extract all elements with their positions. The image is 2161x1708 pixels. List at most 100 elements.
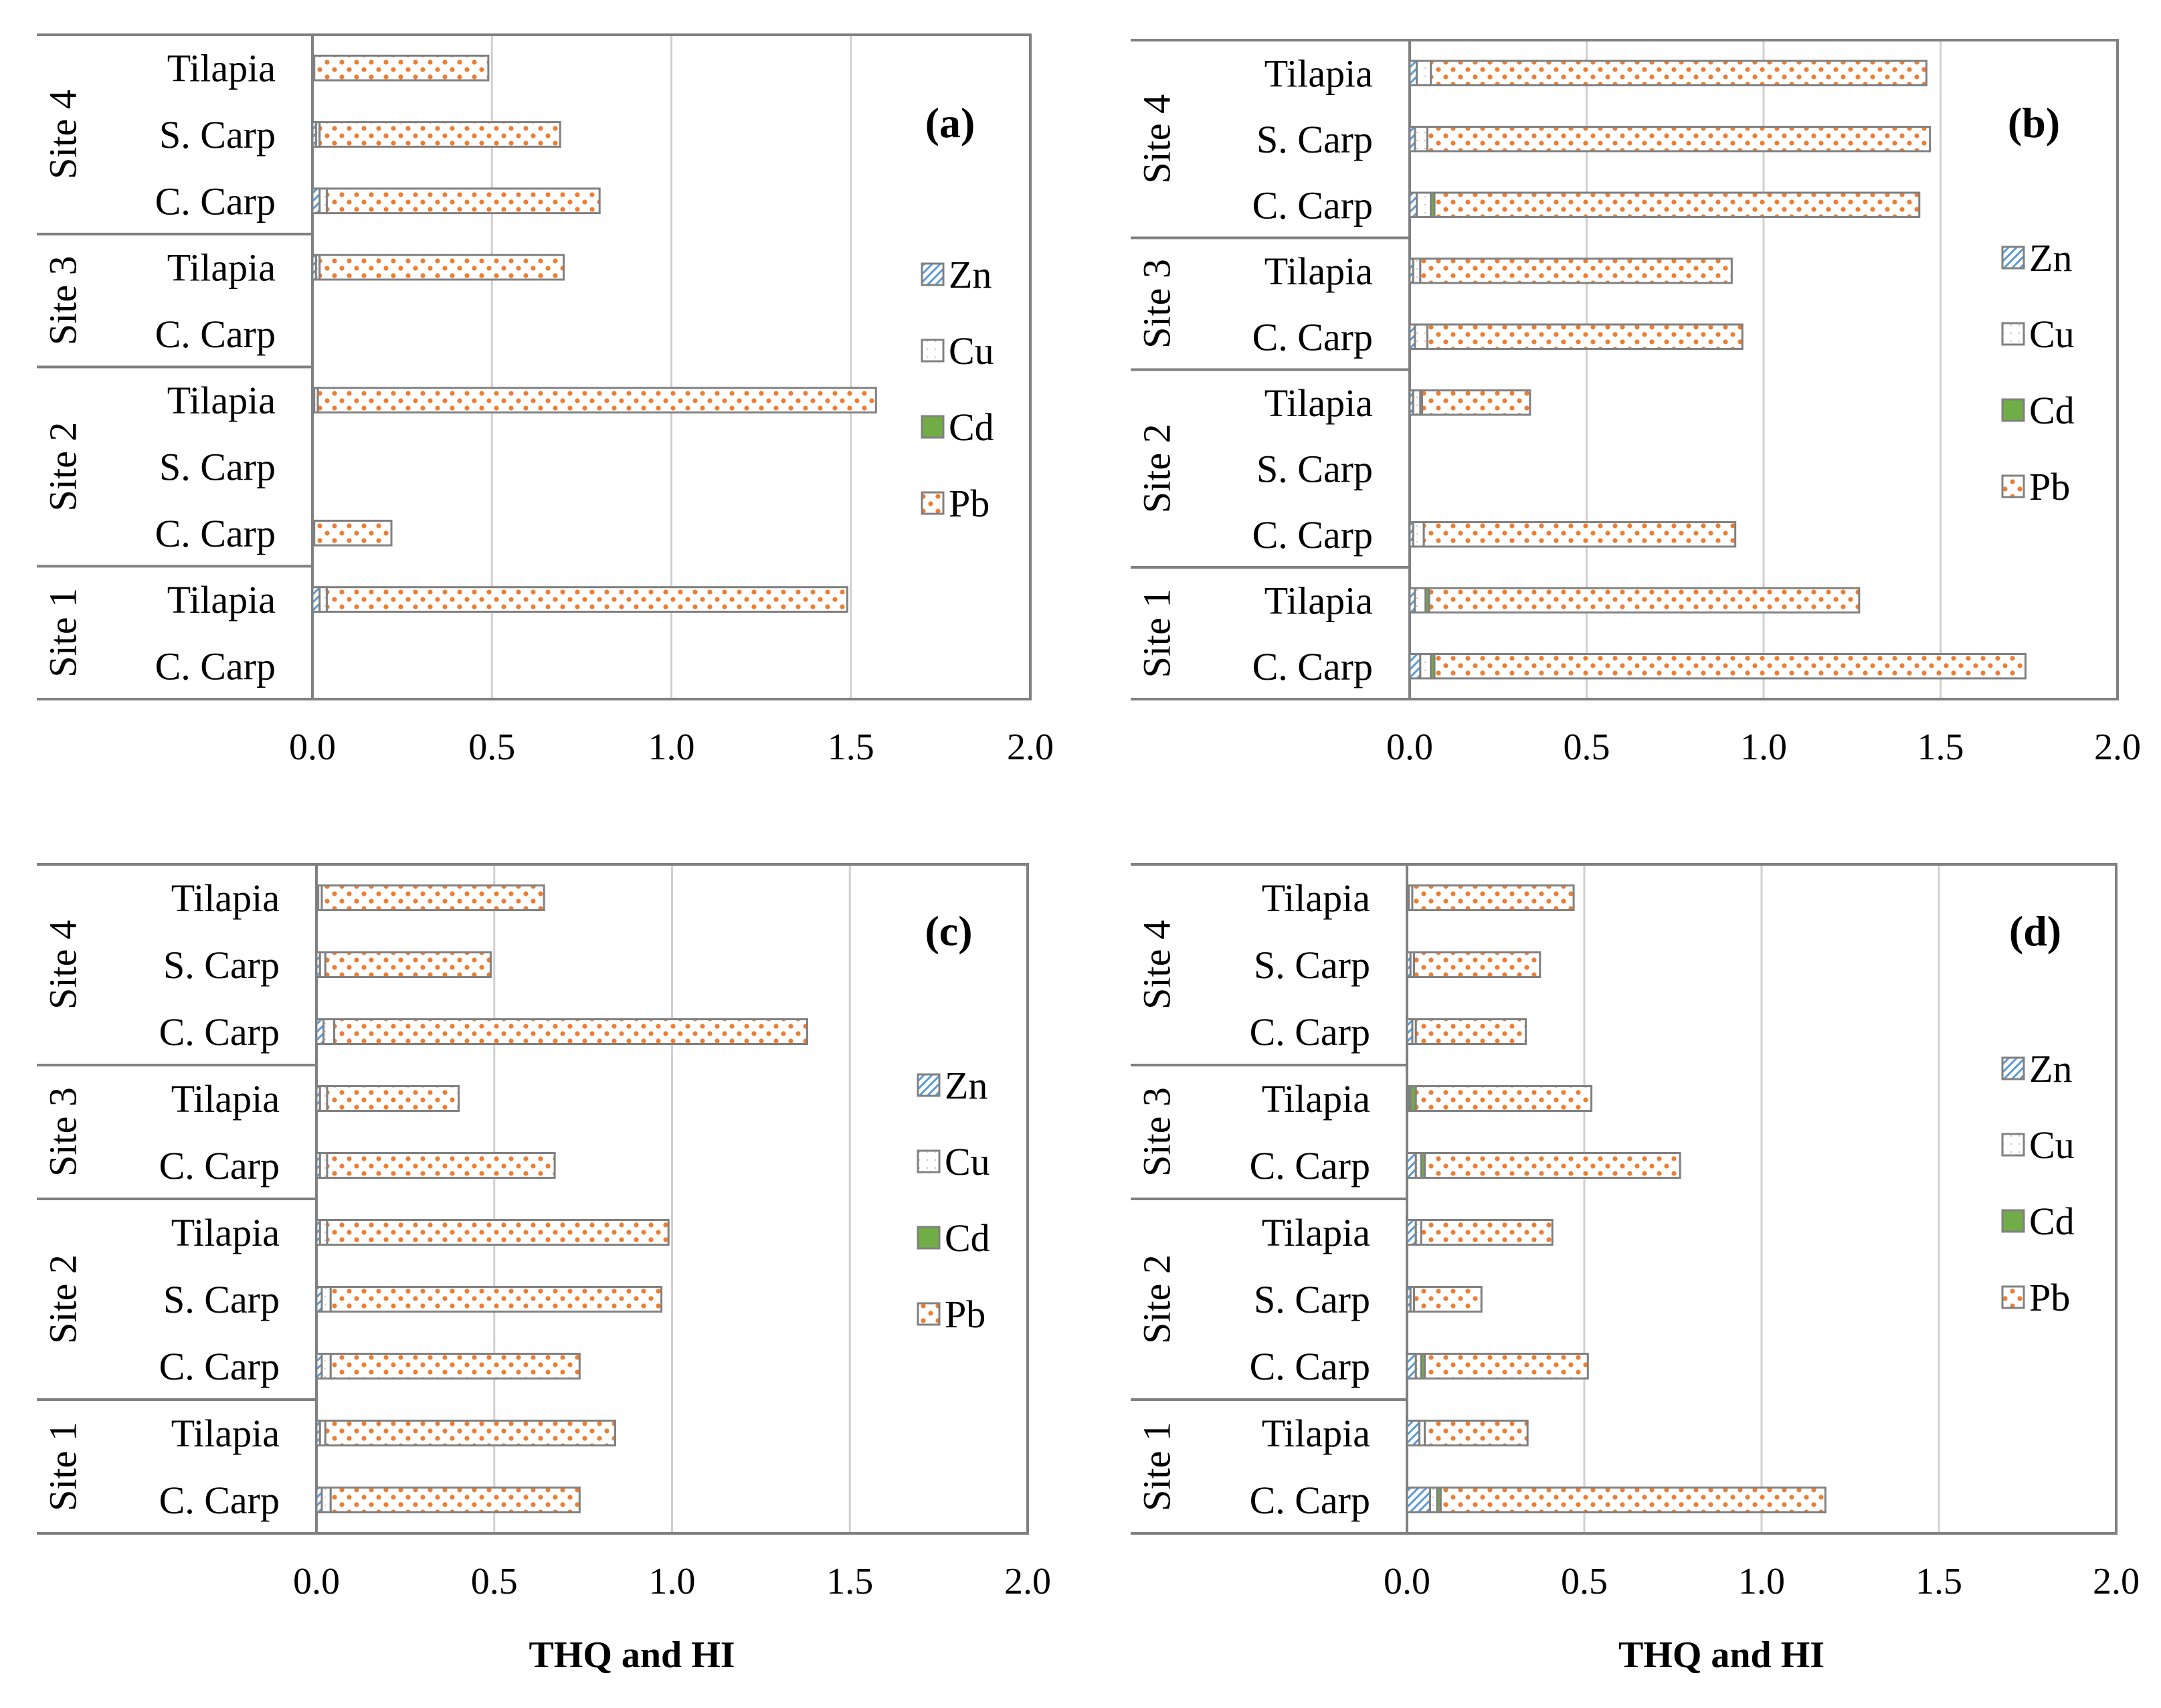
- legend-label: Cu: [945, 1140, 990, 1183]
- legend-label: Cd: [945, 1216, 990, 1260]
- bar-segment-zn: [1406, 1420, 1421, 1446]
- bar-segment-pb: [329, 1286, 663, 1313]
- x-tick-label: 0.5: [1564, 727, 1610, 768]
- legend-swatch-cu: [917, 1149, 941, 1173]
- bar-segment-pb: [325, 586, 848, 613]
- bar-segment-cu: [1414, 323, 1428, 350]
- x-tick-label: 2.0: [1004, 1561, 1051, 1602]
- panel-label: (c): [925, 907, 972, 955]
- category-label: S. Carp: [1256, 447, 1373, 490]
- x-tick-label: 0.5: [1561, 1561, 1608, 1602]
- group-label: Site 1: [41, 1422, 84, 1511]
- category-label: C. Carp: [1252, 513, 1373, 557]
- category-label: Tilapia: [1264, 250, 1373, 293]
- bar-segment-pb: [1420, 1219, 1554, 1246]
- bar-segment-pb: [313, 54, 490, 82]
- bar-segment-pb: [329, 1487, 581, 1513]
- category-label: C. Carp: [159, 1010, 280, 1054]
- bar-segment-zn: [1406, 1219, 1417, 1246]
- x-tick-label: 0.0: [1386, 727, 1433, 768]
- category-label: C. Carp: [155, 512, 276, 555]
- category-label: Tilapia: [171, 1077, 280, 1121]
- legend-swatch-pb: [917, 1302, 941, 1326]
- x-tick-label: 2.0: [2093, 1561, 2140, 1602]
- category-label: C. Carp: [1250, 1144, 1370, 1188]
- bar-segment-pb: [313, 519, 393, 547]
- bar-segment-cu: [318, 1152, 328, 1179]
- bar-segment-zn: [1408, 60, 1418, 86]
- group-label: Site 3: [41, 1087, 84, 1177]
- x-tick-label: 1.0: [649, 1561, 696, 1602]
- chart-panel-b: 0.0 0.5 1.0 1.5 2.0 Site 4 Tilapia S. Carp C. Ca…: [1131, 39, 2141, 768]
- category-label: Tilapia: [1264, 579, 1373, 622]
- category-label: C. Carp: [159, 1345, 280, 1388]
- x-tick-label: 2.0: [1007, 727, 1054, 768]
- group-label: Site 1: [1135, 1422, 1178, 1511]
- category-label: C. Carp: [1250, 1010, 1370, 1054]
- legend-swatch-cd: [921, 415, 945, 439]
- bar-segment-pb: [1426, 126, 1932, 153]
- group-label: Site 1: [41, 588, 84, 678]
- legend-label: Cd: [949, 405, 994, 449]
- category-label: Tilapia: [171, 876, 280, 920]
- bar-segment-zn: [1406, 1487, 1431, 1513]
- x-tick-label: 1.5: [1915, 1561, 1962, 1602]
- legend-swatch-cu: [921, 339, 945, 363]
- bar-segment-zn: [311, 187, 321, 215]
- category-label: C. Carp: [1252, 183, 1373, 227]
- legend-swatch-cu: [2001, 1133, 2025, 1157]
- legend-label: Cd: [2029, 389, 2075, 432]
- bar-segment-pb: [326, 1085, 460, 1112]
- legend-label: Cu: [2029, 312, 2075, 356]
- category-label: C. Carp: [1250, 1479, 1370, 1522]
- chart-panel-d: 0.0 0.5 1.0 1.5 2.0 Site 4 Tilapia S. Carp C. Ca…: [1131, 863, 2140, 1676]
- bar-segment-pb: [1421, 389, 1531, 416]
- group-label: Site 2: [1135, 423, 1178, 513]
- x-tick-label: 1.0: [648, 727, 695, 768]
- bar-segment-pb: [1430, 60, 1928, 86]
- category-label: C. Carp: [155, 179, 276, 223]
- legend-swatch-zn: [921, 262, 945, 286]
- x-tick-label: 1.5: [828, 727, 874, 768]
- group-label: Site 4: [1135, 94, 1178, 184]
- bar-segment-cu: [320, 1353, 332, 1380]
- legend-label: Pb: [945, 1293, 985, 1336]
- bar-segment-zn: [1406, 1353, 1417, 1380]
- legend-swatch-zn: [2001, 1056, 2025, 1080]
- legend-label: Zn: [2029, 236, 2072, 280]
- legend-label: Zn: [2029, 1047, 2072, 1090]
- category-label: S. Carp: [163, 943, 280, 987]
- legend-swatch-pb: [921, 491, 945, 515]
- bar-segment-pb: [1413, 1286, 1483, 1313]
- bar-segment-pb: [1419, 258, 1733, 284]
- legend-label: Pb: [2029, 465, 2070, 508]
- panel-label: (d): [2009, 907, 2061, 955]
- category-label: Tilapia: [171, 1412, 280, 1455]
- category-label: C. Carp: [1252, 645, 1373, 688]
- bar-segment-cu: [1412, 521, 1425, 548]
- bar-segment-cu: [320, 1487, 332, 1513]
- x-tick-label: 1.5: [1917, 727, 1964, 768]
- bar-segment-pb: [1439, 1487, 1826, 1513]
- category-label: S. Carp: [1256, 118, 1373, 161]
- group-label: Site 3: [1135, 1087, 1178, 1177]
- bar-segment-zn: [1408, 191, 1418, 218]
- legend-label: Pb: [2029, 1276, 2070, 1319]
- bar-segment-pb: [333, 1018, 808, 1045]
- x-tick-label: 0.0: [289, 727, 336, 768]
- group-label: Site 2: [41, 422, 84, 512]
- bar-segment-pb: [1426, 323, 1744, 350]
- category-label: Tilapia: [167, 246, 276, 290]
- legend: Zn Cu Cd Pb: [917, 1064, 990, 1336]
- legend-label: Cu: [2029, 1123, 2075, 1167]
- category-label: Tilapia: [167, 47, 276, 90]
- chart-panel-c: 0.0 0.5 1.0 1.5 2.0 Site 4 Tilapia S. Carp C. Ca…: [37, 863, 1051, 1676]
- category-label: C. Carp: [159, 1144, 280, 1188]
- bar-segment-pb: [1424, 1420, 1529, 1446]
- category-label: S. Carp: [159, 113, 276, 157]
- bar-segment-pb: [326, 1219, 670, 1246]
- legend-swatch-cd: [2001, 398, 2025, 422]
- category-label: Tilapia: [171, 1211, 280, 1254]
- x-tick-label: 2.0: [2094, 727, 2141, 768]
- category-label: Tilapia: [167, 578, 276, 622]
